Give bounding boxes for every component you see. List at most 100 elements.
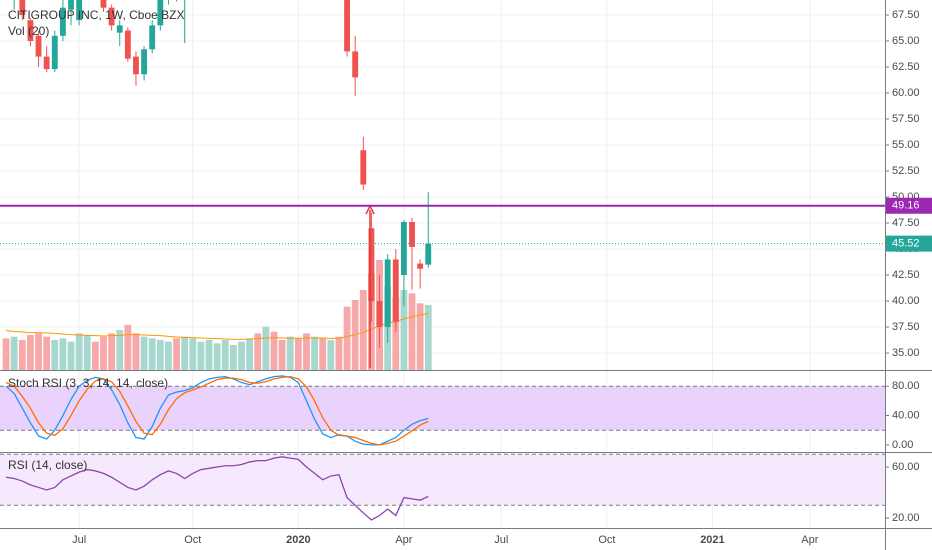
y-tick-label: 60.00: [892, 87, 920, 99]
volume-bar: [278, 340, 286, 370]
candle-body: [368, 228, 375, 302]
candle-body: [35, 35, 42, 57]
y-tick-label: 40.00: [892, 295, 920, 307]
volume-bar: [2, 338, 10, 370]
volume-bar: [116, 330, 124, 370]
y-tick-label: 37.50: [892, 321, 920, 333]
candle-body: [19, 0, 26, 15]
volume-bar: [124, 325, 132, 370]
y-tick-label: 57.50: [892, 113, 920, 125]
volume-bar: [270, 331, 278, 370]
volume-bar: [246, 338, 254, 370]
y-tick-label: 60.00: [892, 461, 920, 473]
volume-bar: [132, 333, 140, 370]
candle-body: [133, 56, 139, 75]
volume-bar: [238, 341, 245, 370]
candle-body: [51, 35, 58, 70]
volume-bar: [59, 338, 67, 370]
volume-bar: [262, 326, 270, 370]
volume-bar: [67, 341, 75, 370]
volume-bar: [75, 333, 83, 370]
candle-body: [392, 259, 399, 322]
volume-ma-line: [6, 312, 429, 340]
y-tick-label: 55.00: [892, 139, 920, 151]
y-tick-label: 0.00: [892, 439, 913, 451]
volume-bar: [189, 338, 197, 370]
x-tick-label: Apr: [395, 534, 412, 546]
candle-body: [409, 221, 415, 247]
stoch-title: Stoch RSI (3, 3, 14, 14, close): [8, 376, 168, 390]
candle-body: [149, 25, 156, 50]
candle-body: [68, 0, 74, 10]
volume-bar: [294, 338, 302, 370]
candle-body: [384, 259, 391, 328]
candle-body: [417, 263, 424, 269]
candle-body: [100, 0, 107, 8]
volume-bar: [27, 335, 34, 370]
volume-bar: [108, 333, 116, 370]
volume-bar: [303, 333, 310, 370]
y-tick-label: 40.00: [892, 409, 920, 421]
candle-body: [59, 7, 66, 36]
x-tick-label: 2020: [286, 534, 310, 546]
indicator-band: [0, 386, 885, 431]
volume-bar: [181, 336, 189, 370]
volume-bar: [165, 341, 172, 370]
volume-bar: [424, 305, 432, 370]
last-price-label: 45.52: [892, 238, 920, 250]
y-tick-label: 67.50: [892, 9, 920, 21]
volume-bar: [286, 336, 294, 370]
rsi-title: RSI (14, close): [8, 458, 87, 472]
y-tick-label: 80.00: [892, 380, 920, 392]
volume-bar: [18, 340, 26, 370]
volume-bar: [400, 290, 408, 370]
volume-title: Vol (20): [8, 24, 49, 38]
volume-bar: [213, 343, 221, 370]
volume-bar: [197, 341, 205, 370]
y-tick-label: 65.00: [892, 35, 920, 47]
volume-bar: [51, 340, 59, 370]
volume-bar: [221, 340, 229, 370]
candle-body: [157, 0, 164, 26]
candle-body: [108, 7, 115, 26]
x-tick-label: Jul: [72, 534, 86, 546]
x-tick-label: 2021: [700, 534, 724, 546]
x-tick-label: Jul: [494, 534, 508, 546]
volume-bar: [140, 336, 148, 370]
y-tick-label: 42.50: [892, 269, 920, 281]
volume-bar: [311, 336, 319, 370]
volume-bar: [100, 336, 107, 370]
axes: Jul Oct 2020 Apr Jul Oct 2021 Apr 35.00 37.50 40.0…: [72, 9, 919, 546]
y-tick-label: 52.50: [892, 165, 920, 177]
volume-bar: [335, 336, 343, 370]
volume-bar: [392, 296, 400, 370]
candle-body: [27, 20, 34, 41]
candle-body: [360, 150, 367, 185]
indicator-band: [0, 454, 885, 506]
volume-bar: [408, 293, 416, 370]
volume-bar: [359, 290, 367, 370]
volume-bar: [91, 341, 99, 370]
volume-bar: [83, 335, 91, 370]
volume-bar: [416, 303, 424, 370]
volume-bar: [35, 333, 42, 370]
indicator-line: [5, 375, 429, 446]
x-tick-label: Oct: [598, 534, 615, 546]
price-label: 49.16: [892, 200, 920, 212]
volume-bar: [343, 306, 351, 370]
y-tick-label: 35.00: [892, 347, 920, 359]
volume-bar: [254, 333, 262, 370]
candle-body: [116, 25, 123, 33]
x-tick-label: Oct: [184, 534, 201, 546]
candle-body: [43, 56, 50, 70]
volume-bar: [156, 340, 164, 370]
y-tick-label: 20.00: [892, 512, 920, 524]
y-tick-label: 47.50: [892, 217, 920, 229]
price-label-box: [886, 197, 932, 214]
candle-body: [425, 243, 432, 265]
volume-bar: [327, 340, 335, 370]
volume-bar: [173, 338, 180, 370]
volume-bar: [229, 345, 237, 370]
